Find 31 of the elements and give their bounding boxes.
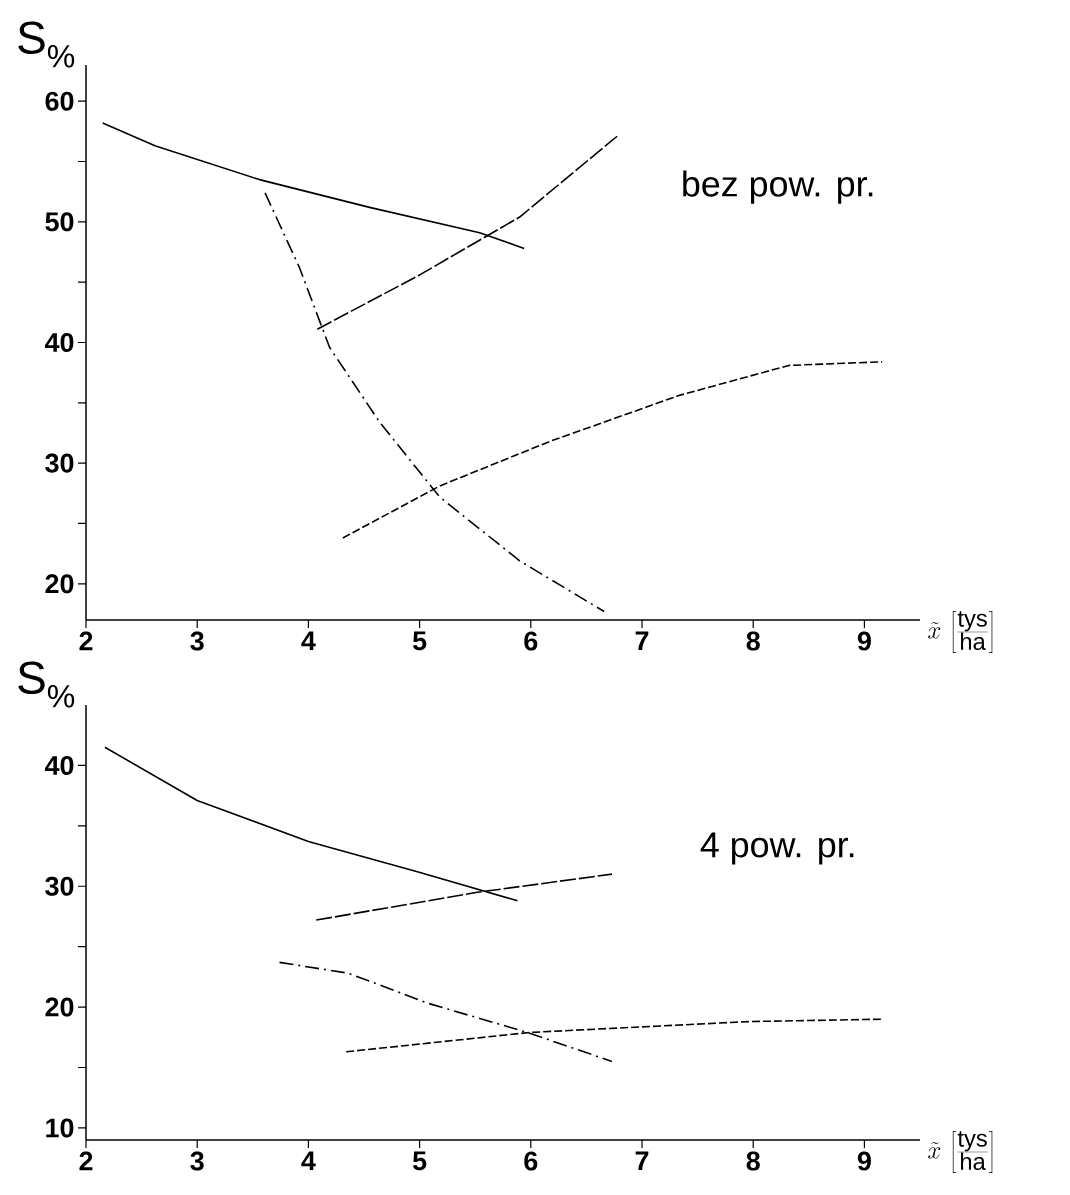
x-tick-label: 8 [746, 1151, 760, 1171]
x-tick-label: 2 [79, 631, 93, 651]
y-axis-title: S$_{%}$ [18, 661, 75, 708]
y-tick-label: 30 [45, 876, 74, 896]
x-tick-label: 4 [301, 631, 316, 651]
y-tick-label: 20 [45, 574, 74, 594]
x-tick-label: 8 [746, 631, 760, 651]
x-axis-title: $\tilde{x}\,\left[\frac{\mathrm{tys}}{\mathrm{ha}}\right]$ [928, 611, 993, 653]
y-tick-label: 50 [45, 212, 74, 232]
x-tick-label: 2 [79, 1151, 93, 1171]
x-tick-label: 7 [635, 631, 649, 651]
x-tick-label: 3 [190, 631, 204, 651]
x-tick-label: 9 [857, 1151, 871, 1171]
x-tick-label: 3 [190, 1151, 204, 1171]
y-tick-label: 40 [44, 332, 74, 353]
x-tick-label: 6 [524, 631, 538, 651]
x-tick-label: 4 [301, 1151, 316, 1171]
x-tick-label: 5 [412, 631, 427, 651]
y-tick-label: 10 [46, 1118, 74, 1138]
x-tick-label: 6 [524, 1151, 538, 1171]
y-tick-label: 20 [45, 997, 74, 1017]
annotation: bez pow. pr. [683, 170, 873, 204]
x-tick-label: 5 [412, 1151, 427, 1171]
x-tick-label: 9 [857, 631, 871, 651]
y-tick-label: 40 [44, 755, 74, 775]
y-tick-label: 30 [45, 453, 74, 473]
annotation: 4 pow. pr. [700, 832, 854, 865]
x-axis-title: $\tilde{x}\,\left[\frac{\mathrm{tys}}{\mathrm{ha}}\right]$ [928, 1131, 993, 1173]
x-tick-label: 7 [635, 1151, 649, 1171]
y-tick-label: 60 [45, 91, 74, 111]
y-axis-title: S$_{%}$ [18, 21, 75, 68]
